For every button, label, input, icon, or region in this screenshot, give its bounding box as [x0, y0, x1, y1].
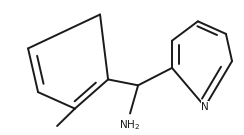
- Text: NH$_2$: NH$_2$: [120, 119, 141, 132]
- Text: N: N: [201, 102, 209, 112]
